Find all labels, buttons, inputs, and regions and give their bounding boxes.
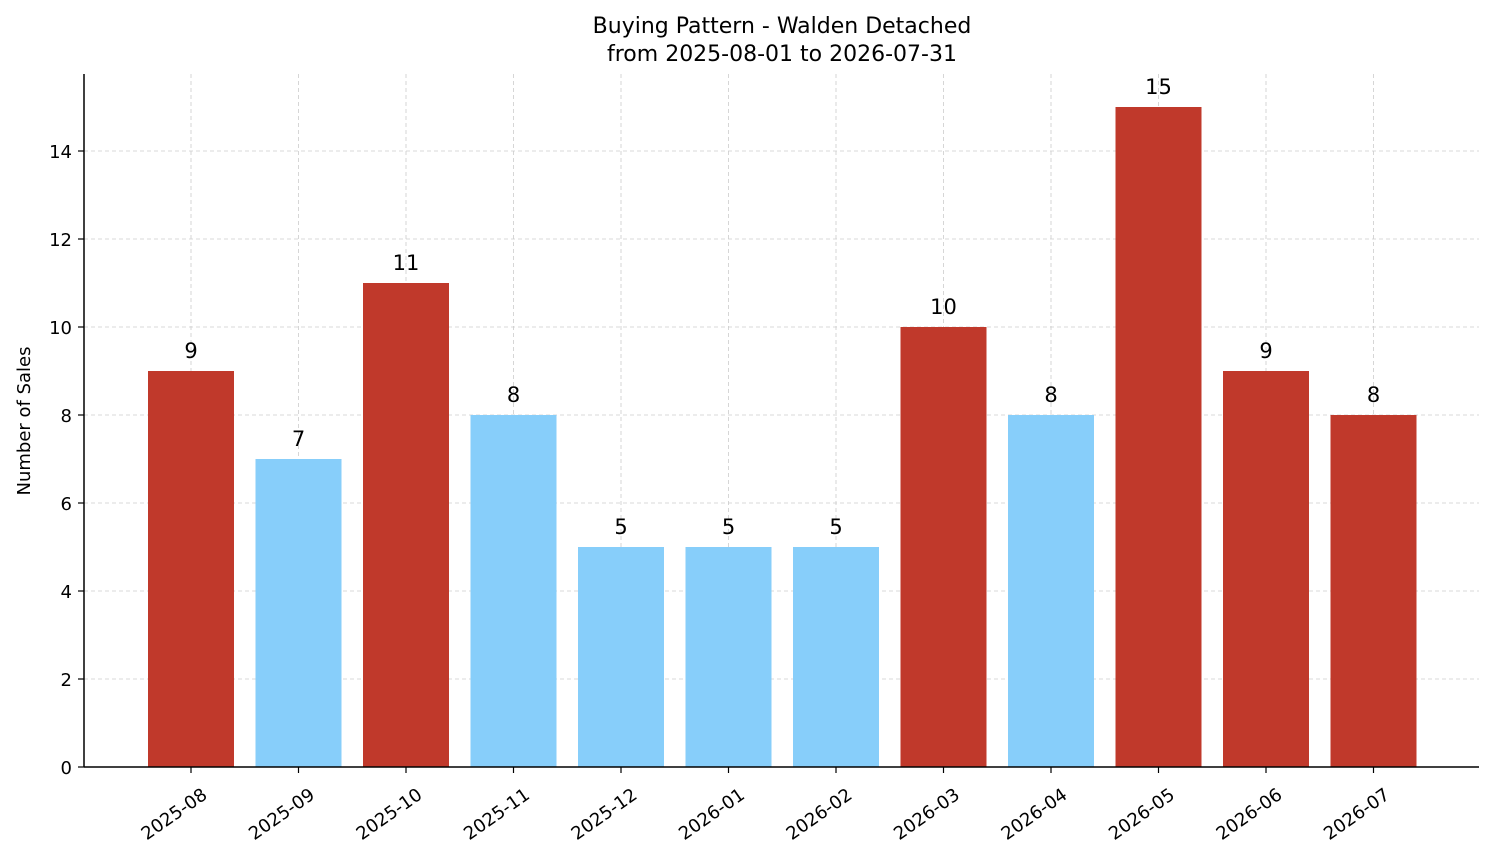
bar-2025-11 — [470, 415, 557, 767]
chart-subtitle: from 2025-08-01 to 2026-07-31 — [607, 42, 957, 67]
x-tick-label: 2025-12 — [568, 784, 642, 844]
bar-2026-01 — [685, 547, 772, 767]
bar-2025-10 — [363, 283, 449, 767]
bar-2025-08 — [148, 371, 234, 767]
y-tick-label: 2 — [61, 670, 72, 691]
x-tick-label: 2025-10 — [353, 784, 427, 844]
x-tick-label: 2026-04 — [998, 784, 1072, 844]
data-label: 5 — [614, 515, 627, 539]
bar-2026-06 — [1223, 371, 1309, 767]
data-label: 10 — [930, 295, 957, 319]
data-label: 8 — [1044, 383, 1057, 407]
y-tick-label: 6 — [61, 494, 72, 515]
bar-2025-12 — [578, 547, 664, 767]
data-label: 5 — [829, 515, 842, 539]
bars — [148, 107, 1417, 767]
data-label: 9 — [1259, 339, 1272, 363]
x-tick-label: 2025-11 — [460, 784, 534, 844]
x-tick-label: 2025-09 — [245, 784, 319, 844]
y-tick-label: 10 — [49, 318, 72, 339]
data-labels: 9 7 11 8 5 5 5 10 8 15 9 8 — [184, 75, 1380, 539]
bar-2026-07 — [1330, 415, 1417, 767]
data-label: 8 — [507, 383, 520, 407]
y-tick-label: 0 — [61, 758, 72, 779]
x-tick-label: 2026-02 — [783, 784, 857, 844]
x-tick-label: 2026-07 — [1320, 784, 1394, 844]
x-tick-label: 2025-08 — [138, 784, 212, 844]
chart-title: Buying Pattern - Walden Detached — [593, 14, 972, 39]
data-label: 5 — [722, 515, 735, 539]
x-tick-label: 2026-06 — [1213, 784, 1287, 844]
y-tick-label: 8 — [61, 406, 72, 427]
y-tick-label: 12 — [49, 230, 72, 251]
data-label: 8 — [1367, 383, 1380, 407]
x-tick-label: 2026-01 — [675, 784, 749, 844]
data-label: 11 — [393, 251, 420, 275]
bar-2026-04 — [1008, 415, 1094, 767]
y-tick-label: 14 — [49, 142, 72, 163]
x-tick-label: 2026-05 — [1105, 784, 1179, 844]
y-tick-label: 4 — [61, 582, 72, 603]
x-tick-label: 2026-03 — [890, 784, 964, 844]
data-label: 7 — [292, 427, 305, 451]
bar-2026-05 — [1115, 107, 1202, 767]
y-axis-label: Number of Sales — [14, 346, 35, 495]
y-ticks: 0 2 4 6 8 10 12 14 — [49, 142, 84, 779]
data-label: 9 — [184, 339, 197, 363]
bar-2026-02 — [793, 547, 879, 767]
data-label: 15 — [1145, 75, 1172, 99]
x-ticks: 2025-08 2025-09 2025-10 2025-11 2025-12 2026-… — [138, 767, 1394, 845]
axes — [83, 74, 1479, 768]
bar-2025-09 — [255, 459, 342, 767]
bar-2026-03 — [900, 327, 987, 767]
